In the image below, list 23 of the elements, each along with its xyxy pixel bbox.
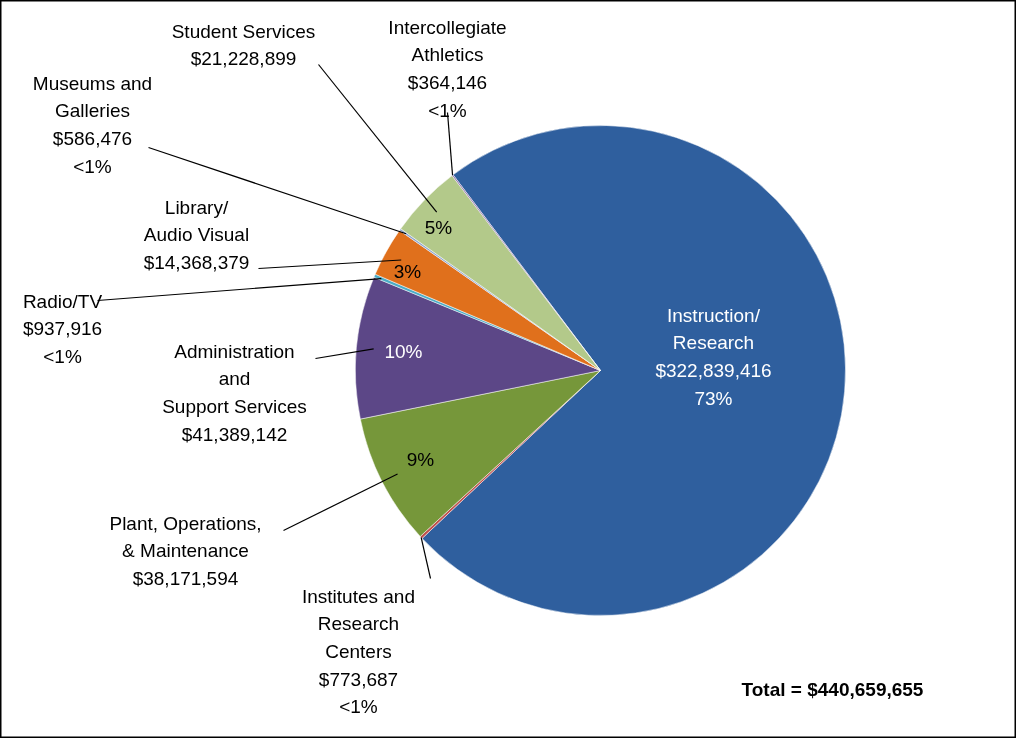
slice-label: Museums and Galleries (32, 72, 153, 122)
data-label: $21,228,899 (190, 48, 297, 70)
slice-label: Radio/TV (22, 290, 103, 312)
slice-label: Administration and Support Services (162, 340, 307, 417)
data-label: $773,687 <1% (318, 668, 399, 718)
data-label: $41,389,142 (181, 423, 288, 445)
slice-label: Plant, Operations, & Maintenance (109, 512, 262, 562)
slice-label: Institutes and Research Centers (301, 585, 416, 662)
slice-label: Student Services (171, 20, 316, 42)
data-label: $14,368,379 (143, 251, 250, 273)
text: 3% (393, 260, 422, 282)
data-label: $364,146 <1% (407, 71, 488, 121)
data-label: $322,839,416 73% (655, 359, 772, 409)
data-label: $38,171,594 (132, 567, 239, 589)
text: 5% (424, 216, 453, 238)
slice-label: Library/ Audio Visual (143, 196, 250, 246)
slice-label: Instruction/ Research (667, 304, 761, 354)
text: 10% (384, 340, 423, 362)
data-label: $937,916 <1% (22, 318, 103, 367)
slice-label: Intercollegiate Athletics (388, 16, 507, 66)
text: Total = $440,659,655 (741, 678, 924, 700)
data-label: $586,476 <1% (52, 127, 133, 177)
text: 9% (406, 448, 435, 470)
